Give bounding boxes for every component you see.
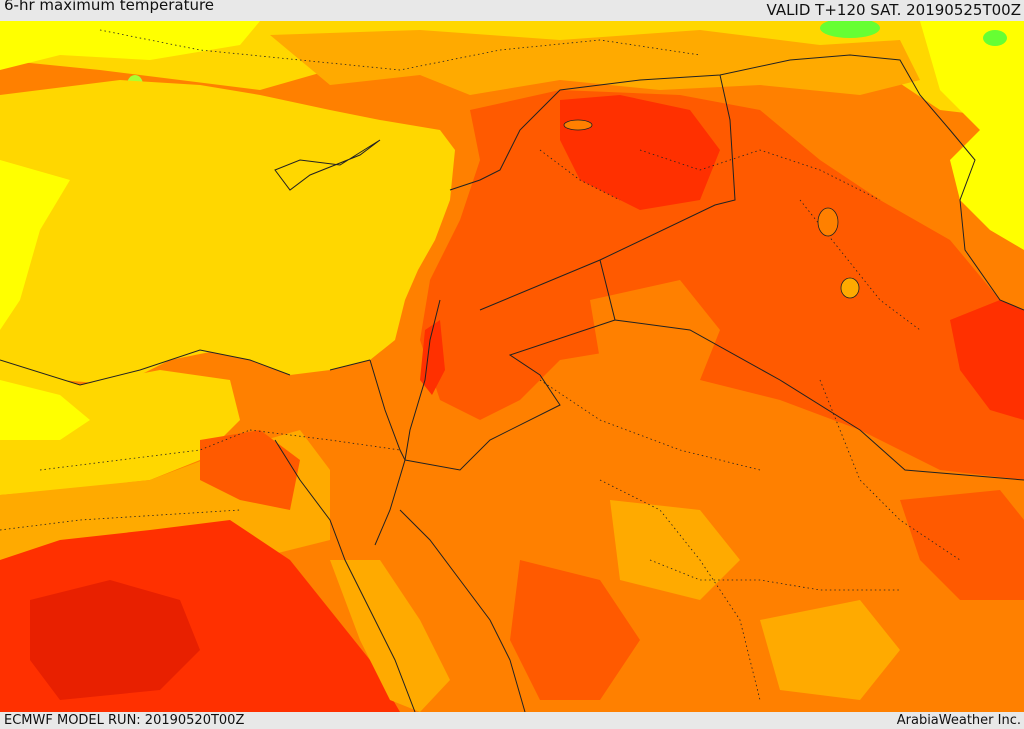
footer-bar: ECMWF MODEL RUN: 20190520T00Z ArabiaWeat… [0,712,1024,729]
country-borders [0,54,1024,712]
field-arabia-light [610,500,740,600]
valid-time-label: VALID T+120 SAT. 20190525T00Z [766,1,1021,19]
field-levant-orangered [420,90,1024,480]
map-title: 6-hr maximum temperature [4,0,215,14]
field-egypt-bright [0,380,90,440]
field-north-orange [270,30,920,95]
field-jordan-orange [590,280,720,400]
temperature-map-canvas[interactable] [0,21,1024,712]
lake-razazah [840,277,860,299]
field-arabia-light2 [760,600,900,700]
field-north-bright [0,21,260,70]
lake-assad [563,119,593,131]
model-run-label: ECMWF MODEL RUN: 20190520T00Z [4,713,245,728]
field-iraq-red [950,300,1024,420]
field-syria-red [560,95,720,210]
field-northeast-bright [920,21,1024,250]
field-arabia-east-orangered [900,490,1024,600]
lake-tharthar [817,207,839,237]
credit-label: ArabiaWeather Inc. [896,713,1021,728]
field-deadsea-red [420,320,445,395]
field-egypt-orangered [200,430,300,510]
green-spot-ne2 [983,30,1007,46]
field-egypt-yellow [0,360,240,495]
field-redsea-light [330,560,450,712]
green-spot-ne [820,21,880,38]
field-mediterranean [0,80,455,385]
field-arabia-orangered [510,560,640,700]
field-egypt-darkred [30,580,200,700]
temperature-map[interactable] [0,21,1024,712]
title-bar: 6-hr maximum temperature VALID T+120 SAT… [0,0,1024,21]
field-med-bright-west [0,160,70,330]
